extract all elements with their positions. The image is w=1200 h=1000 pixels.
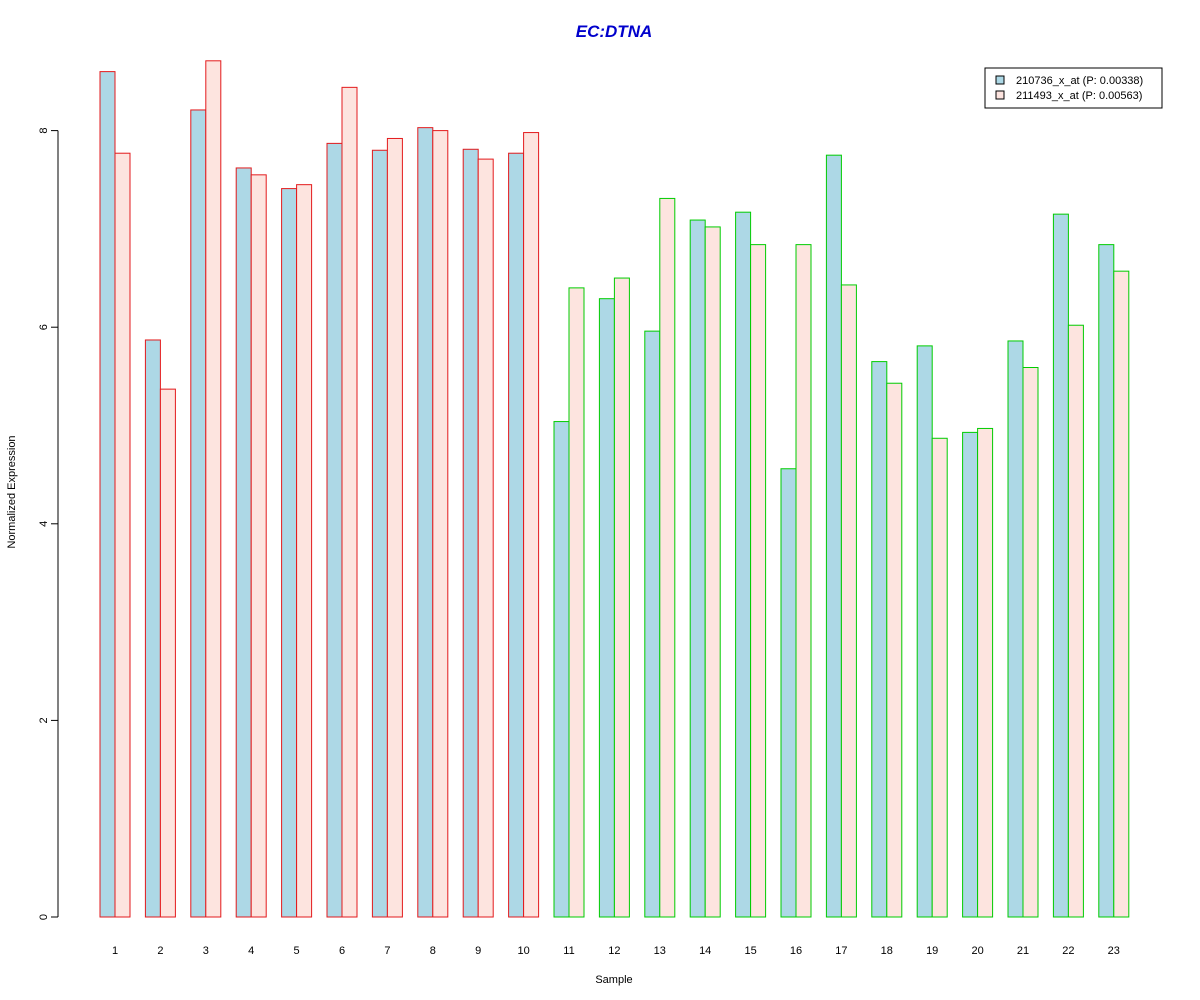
bar-series1-sample-4 [235, 167, 252, 918]
legend-swatch-2 [995, 90, 1005, 100]
bar-series2-sample-13 [659, 197, 676, 918]
bar-series2-sample-3 [205, 60, 222, 918]
x-tick-label: 16 [790, 945, 802, 957]
x-tick-label: 9 [475, 945, 481, 957]
bar-series1-sample-12 [598, 298, 615, 918]
x-tick-label: 4 [248, 945, 254, 957]
x-tick-label: 12 [608, 945, 620, 957]
y-axis: 0 2 4 6 8 [38, 128, 59, 920]
bar-series1-sample-9 [462, 148, 479, 918]
x-tick-label: 13 [654, 945, 666, 957]
x-tick-label: 6 [339, 945, 345, 957]
bar-series2-sample-8 [432, 130, 449, 918]
bar-series2-sample-6 [341, 86, 358, 918]
bar-series1-sample-19 [916, 345, 933, 918]
bar-series1-sample-10 [508, 152, 525, 918]
bar-series1-sample-23 [1098, 244, 1115, 918]
x-tick-label: 8 [430, 945, 436, 957]
legend-label-2: 211493_x_at (P: 0.00563) [1016, 90, 1142, 102]
bar-series2-sample-17 [840, 284, 857, 918]
bar-series2-sample-10 [523, 132, 540, 918]
bar-series2-sample-1 [114, 152, 131, 918]
bar-series2-sample-21 [1022, 367, 1039, 918]
bars-layer [99, 60, 1130, 918]
bar-series2-sample-9 [477, 158, 494, 918]
bar-series1-sample-11 [553, 421, 570, 918]
x-tick-label: 22 [1062, 945, 1074, 957]
x-tick-label: 1 [112, 945, 118, 957]
bar-series2-sample-22 [1067, 324, 1084, 918]
bar-series2-sample-18 [886, 382, 903, 918]
y-tick-label: 0 [38, 914, 50, 920]
bar-series2-sample-23 [1113, 270, 1130, 918]
x-tick-label: 11 [563, 945, 574, 957]
bar-series1-sample-18 [871, 361, 888, 918]
y-tick-label: 8 [38, 128, 50, 134]
bar-series2-sample-2 [159, 388, 176, 918]
x-tick-label: 18 [881, 945, 893, 957]
x-axis-label: Sample [595, 974, 632, 986]
bar-series1-sample-17 [825, 154, 842, 918]
bar-series2-sample-20 [977, 427, 994, 918]
x-tick-label: 21 [1017, 945, 1029, 957]
x-tick-label: 17 [835, 945, 847, 957]
y-tick-label: 6 [38, 324, 50, 330]
bar-series1-sample-20 [962, 431, 979, 918]
bar-series1-sample-14 [689, 219, 706, 918]
bar-series2-sample-7 [386, 137, 403, 918]
bar-series2-sample-16 [795, 244, 812, 918]
bar-series2-sample-14 [704, 226, 721, 918]
x-tick-label: 23 [1108, 945, 1120, 957]
y-axis-label: Normalized Expression [6, 435, 18, 548]
x-tick-label: 7 [384, 945, 390, 957]
bar-series2-sample-12 [613, 277, 630, 918]
bar-series1-sample-7 [371, 149, 388, 918]
bar-series2-sample-11 [568, 287, 585, 918]
bar-series1-sample-15 [735, 211, 752, 918]
bar-series1-sample-22 [1052, 213, 1069, 918]
legend-swatch-1 [995, 75, 1005, 85]
bar-series2-sample-4 [250, 174, 267, 918]
bar-series1-sample-21 [1007, 340, 1024, 918]
y-tick-label: 2 [38, 717, 50, 723]
bar-series1-sample-8 [417, 127, 434, 918]
bar-series1-sample-5 [281, 188, 298, 918]
chart-title: EC:DTNA [576, 22, 653, 41]
bar-series1-sample-3 [190, 109, 207, 918]
x-tick-label: 14 [699, 945, 711, 957]
x-tick-label: 3 [203, 945, 209, 957]
x-tick-label: 5 [294, 945, 300, 957]
bar-series1-sample-13 [644, 330, 661, 918]
x-tick-label: 19 [926, 945, 938, 957]
bar-series1-sample-16 [780, 468, 797, 918]
bar-series1-sample-6 [326, 142, 343, 918]
bar-series2-sample-15 [750, 244, 767, 918]
legend: 210736_x_at (P: 0.00338) 211493_x_at (P: … [984, 67, 1163, 109]
bar-series2-sample-19 [931, 437, 948, 918]
x-tick-label: 20 [971, 945, 983, 957]
x-tick-label: 15 [744, 945, 756, 957]
legend-box [984, 67, 1163, 109]
bar-series1-sample-2 [144, 339, 161, 918]
x-tick-label: 2 [157, 945, 163, 957]
y-tick-label: 4 [38, 521, 50, 527]
bar-series2-sample-5 [296, 184, 313, 918]
legend-label-1: 210736_x_at (P: 0.00338) [1016, 75, 1143, 87]
x-tick-label: 10 [517, 945, 529, 957]
bar-series1-sample-1 [99, 71, 116, 918]
x-axis-labels: 1 2 3 4 5 6 7 8 9 10 11 12 13 14 15 16 17 18 19 20 21 22 23 [112, 945, 1120, 957]
